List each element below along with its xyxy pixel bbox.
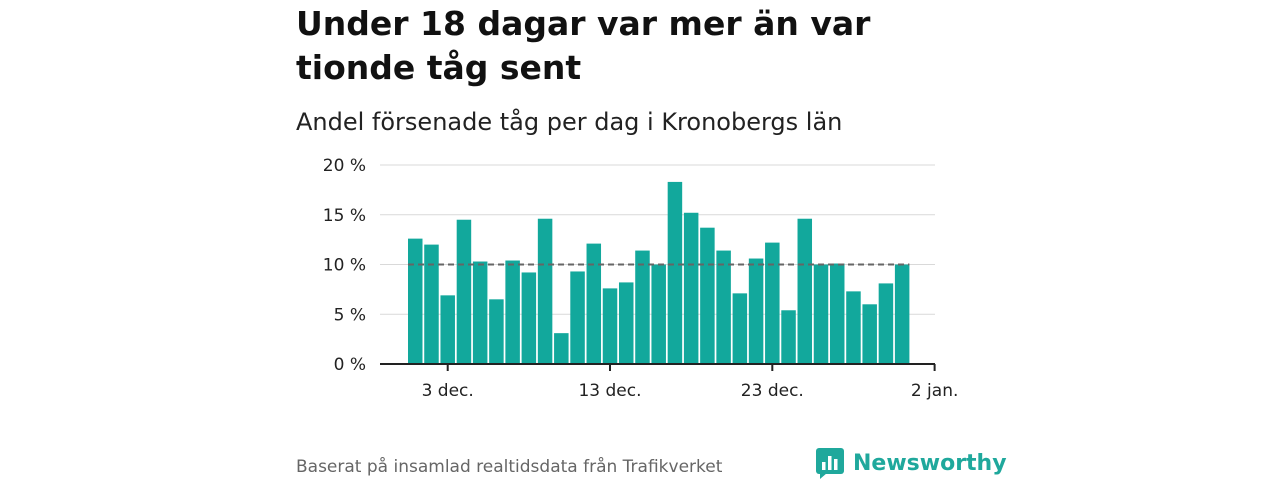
bar — [716, 250, 731, 364]
bar — [424, 244, 439, 364]
bar — [586, 243, 602, 364]
x-tick-label: 2 jan. — [911, 381, 959, 401]
chart-subtitle: Andel försenade tåg per dag i Kronobergs… — [296, 108, 843, 136]
y-tick-label: 5 % — [334, 305, 366, 325]
brand-name: Newsworthy — [853, 450, 1007, 476]
x-tick-label: 3 dec. — [422, 381, 474, 401]
bar — [456, 219, 472, 364]
bar — [618, 282, 634, 364]
bar — [700, 227, 715, 364]
bar — [862, 304, 877, 364]
bar — [440, 295, 455, 364]
bar-chart: 0 % 5 % 10 % 15 % 20 % 3 dec. 13 dec. 23 dec. 2… — [323, 156, 959, 401]
x-axis: 3 dec. 13 dec. 23 dec. 2 jan. — [380, 363, 959, 401]
bar — [537, 218, 553, 364]
bar — [813, 264, 829, 364]
y-axis-labels: 0 % 5 % 10 % 15 % 20 % — [323, 156, 366, 375]
newsworthy-logo-icon — [816, 448, 844, 479]
bar — [521, 272, 537, 364]
y-tick-label: 10 % — [323, 256, 366, 276]
bar — [554, 333, 569, 364]
newsworthy-logo: Newsworthy — [815, 446, 1007, 480]
bar — [635, 250, 650, 364]
bar — [408, 238, 423, 364]
bar — [667, 181, 683, 364]
y-tick-label: 0 % — [334, 355, 366, 375]
bar — [505, 260, 520, 364]
bar — [797, 218, 813, 364]
bar — [829, 263, 845, 364]
bar — [651, 264, 666, 364]
bar — [602, 288, 618, 364]
bar — [489, 299, 504, 364]
bar — [732, 293, 748, 364]
bar — [570, 271, 585, 364]
chart-title: Under 18 dagar var mer än var tionde tåg… — [296, 4, 871, 87]
bar — [894, 264, 910, 364]
bars — [408, 181, 910, 364]
bar — [748, 258, 764, 364]
y-tick-label: 20 % — [323, 156, 366, 176]
bar — [781, 310, 796, 364]
bar — [765, 242, 780, 364]
source-note: Baserat på insamlad realtidsdata från Tr… — [296, 457, 723, 477]
x-tick-label: 23 dec. — [741, 381, 804, 401]
bar — [846, 291, 861, 364]
bar — [878, 283, 894, 364]
bar — [472, 261, 488, 364]
y-tick-label: 15 % — [323, 206, 366, 226]
x-tick-label: 13 dec. — [578, 381, 641, 401]
bar — [683, 212, 699, 364]
